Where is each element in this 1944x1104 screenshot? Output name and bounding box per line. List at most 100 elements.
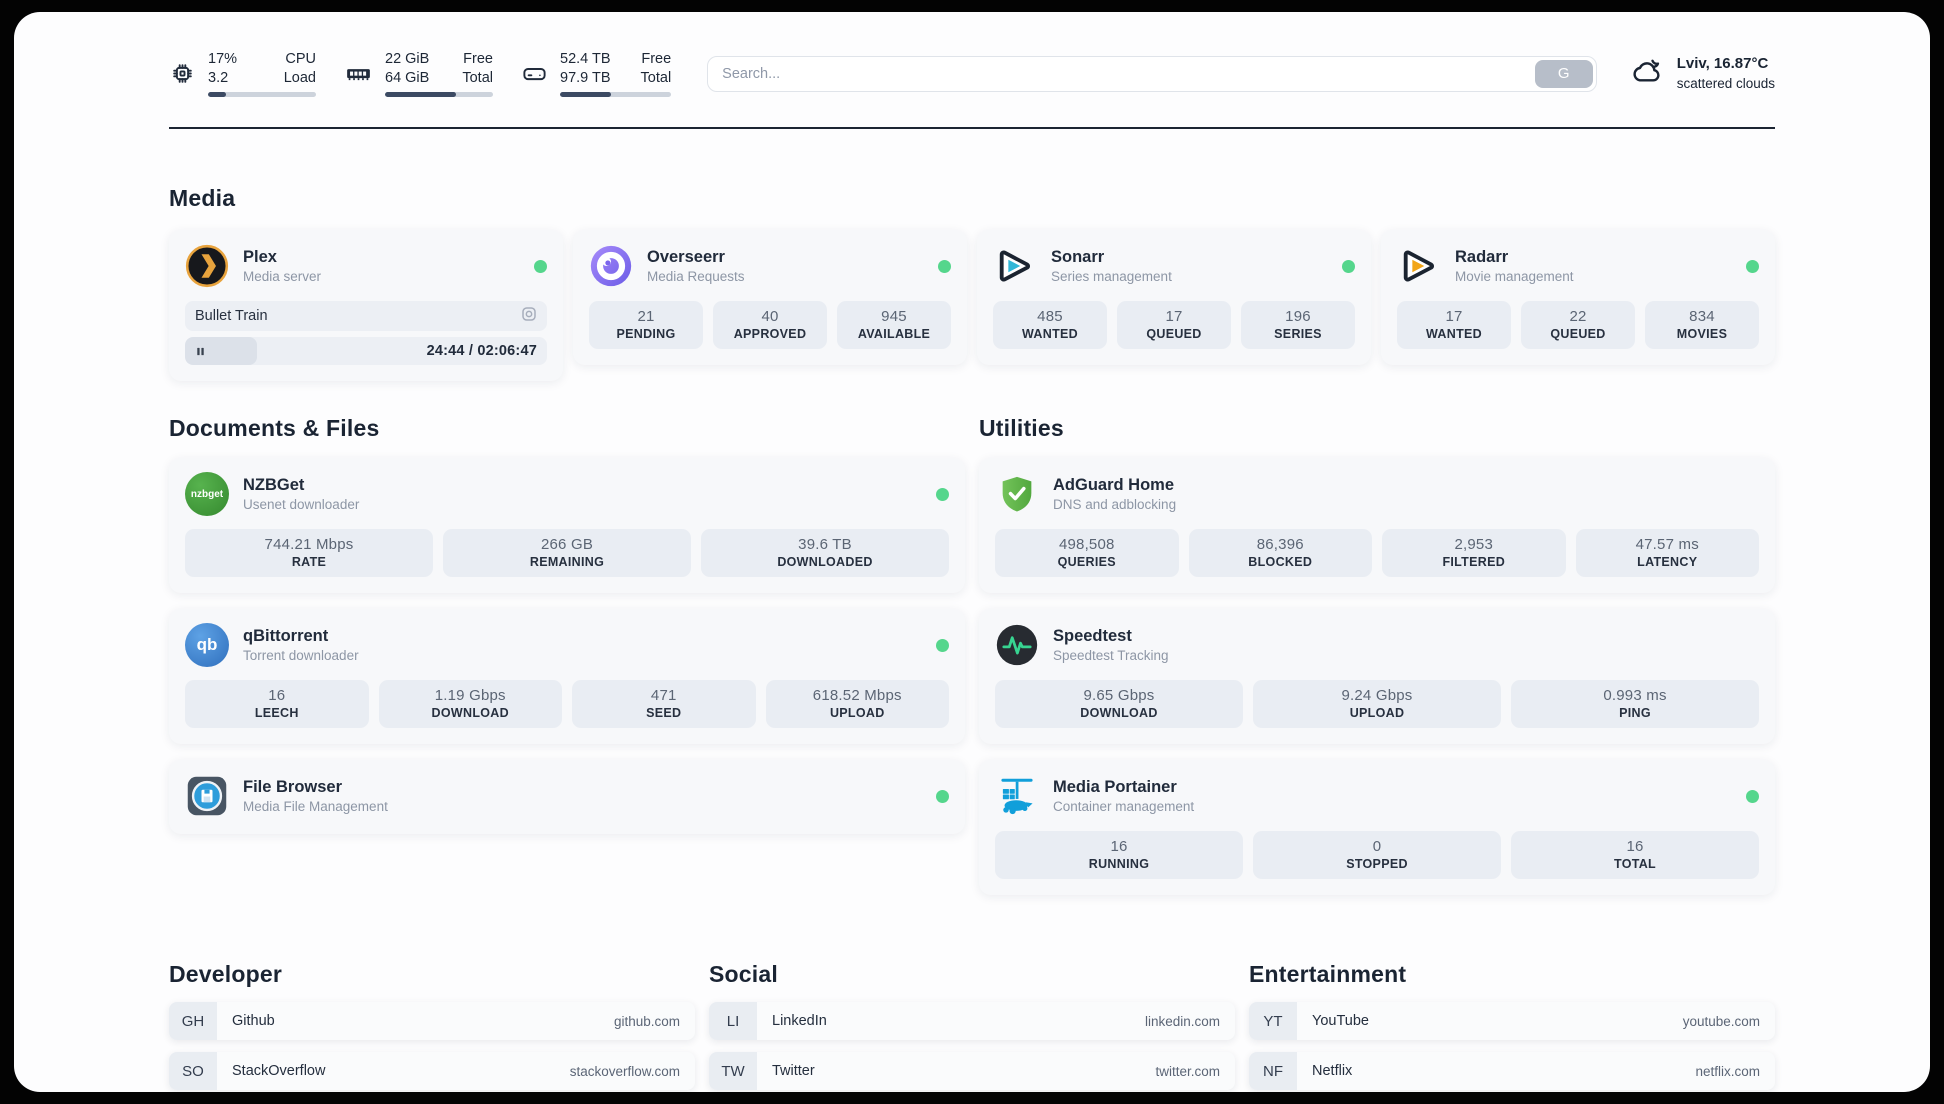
- disk-icon: [521, 60, 548, 87]
- stat-remaining: 266 GB REMAINING: [443, 529, 691, 578]
- stat-total: 16 TOTAL: [1511, 831, 1759, 880]
- stat-approved: 40 APPROVED: [713, 301, 827, 350]
- app-subtitle: DNS and adblocking: [1053, 497, 1177, 513]
- app-card-speedtest[interactable]: Speedtest Speedtest Tracking 9.65 Gbps DO…: [979, 609, 1775, 745]
- stat-series: 196 SERIES: [1241, 301, 1355, 350]
- utilities-column: Utilities AdGuard Home DNS and adblockin…: [979, 381, 1775, 911]
- stat-movies: 834 MOVIES: [1645, 301, 1759, 350]
- stat-blocked: 86,396 BLOCKED: [1188, 529, 1372, 578]
- bookmark-twitter[interactable]: TW Twitter twitter.com: [709, 1052, 1235, 1091]
- app-name: Overseerr: [647, 248, 725, 267]
- stat-pending: 21 PENDING: [589, 301, 703, 350]
- stat-seed: 471 SEED: [572, 680, 756, 729]
- dashboard-page: 17% 3.2 CPU Load: [14, 12, 1930, 1092]
- nzbget-icon: nzbget: [185, 472, 229, 517]
- app-card-sonarr[interactable]: Sonarr Series management 485 WANTED 17 QUE…: [977, 230, 1371, 366]
- radarr-icon: [1397, 244, 1441, 288]
- app-name: Media Portainer: [1053, 778, 1177, 797]
- stat-queued: 22 QUEUED: [1521, 301, 1635, 350]
- app-name: Sonarr: [1051, 248, 1105, 267]
- search-input[interactable]: [707, 55, 1597, 92]
- qbittorrent-icon: qb: [185, 623, 229, 668]
- ram-icon: [344, 59, 373, 88]
- weather-location: Lviv, 16.87°C: [1676, 55, 1769, 73]
- app-name: File Browser: [243, 778, 343, 797]
- bookmark-url: stackoverflow.com: [569, 1063, 680, 1079]
- stat-rate: 744.21 Mbps RATE: [185, 529, 433, 578]
- bookmark-stackoverflow[interactable]: SO StackOverflow stackoverflow.com: [169, 1052, 695, 1091]
- sonarr-icon: [993, 244, 1037, 288]
- app-card-nzbget[interactable]: nzbget NZBGet Usenet downloader 744.21 M…: [169, 458, 965, 594]
- adguard-icon: [995, 472, 1039, 516]
- cpu-percent: 17%: [208, 51, 238, 67]
- bookmark-abbr: LI: [709, 1002, 757, 1041]
- bookmark-abbr: NF: [1249, 1052, 1297, 1091]
- section-title-utilities: Utilities: [979, 415, 1064, 442]
- status-dot: [534, 259, 547, 273]
- bookmark-group-entertainment: Entertainment YT YouTube youtube.com NF …: [1249, 911, 1775, 1092]
- status-dot: [1746, 789, 1759, 803]
- stat-available: 945 AVAILABLE: [837, 301, 951, 350]
- cpu-icon: [169, 60, 196, 87]
- status-dot: [1746, 259, 1759, 273]
- cpu-load-label: Load: [283, 69, 316, 86]
- cpu-load-value: 3.2: [208, 69, 229, 86]
- stat-leech: 16 LEECH: [185, 680, 369, 729]
- app-name: AdGuard Home: [1053, 476, 1175, 495]
- bookmark-group-social: Social LI LinkedIn linkedin.com TW Twitt…: [709, 911, 1235, 1092]
- status-dot: [1342, 259, 1355, 273]
- app-card-adguard[interactable]: AdGuard Home DNS and adblocking 498,508 Q…: [979, 458, 1775, 594]
- pause-icon[interactable]: [195, 345, 206, 358]
- app-card-filebrowser[interactable]: File Browser Media File Management: [169, 760, 965, 835]
- ram-progress-bar: [385, 92, 493, 98]
- app-name: Radarr: [1455, 248, 1509, 267]
- header-divider: [169, 127, 1775, 130]
- now-playing-progress: 24:44 / 02:06:47: [185, 337, 547, 366]
- section-title-documents: Documents & Files: [169, 415, 380, 442]
- stat-wanted: 17 WANTED: [1397, 301, 1511, 350]
- search-bar: G: [707, 55, 1597, 92]
- ram-total-value: 64 GiB: [385, 69, 430, 86]
- system-stats: 17% 3.2 CPU Load: [169, 50, 672, 98]
- stat-downloaded: 39.6 TB DOWNLOADED: [701, 529, 949, 578]
- disk-free-value: 52.4 TB: [560, 51, 611, 67]
- bookmark-netflix[interactable]: NF Netflix netflix.com: [1249, 1052, 1775, 1091]
- bookmark-name: Netflix: [1312, 1063, 1353, 1080]
- app-card-portainer[interactable]: Media Portainer Container management 16 R…: [979, 760, 1775, 896]
- middle-columns: Documents & Files nzbget NZBGet Usenet d…: [169, 381, 1775, 911]
- stat-wanted: 485 WANTED: [993, 301, 1107, 350]
- stat-queries: 498,508 QUERIES: [995, 529, 1179, 578]
- search-engine-button[interactable]: G: [1534, 59, 1593, 88]
- disk-progress-bar: [560, 92, 672, 98]
- cloud-moon-icon: [1629, 53, 1665, 94]
- app-card-overseerr[interactable]: Overseerr Media Requests 21 PENDING 40 APP…: [573, 230, 967, 366]
- app-subtitle: Media server: [243, 269, 322, 285]
- filebrowser-icon: [185, 774, 229, 818]
- status-dot: [938, 259, 951, 273]
- bookmark-url: twitter.com: [1155, 1063, 1220, 1079]
- documents-column: Documents & Files nzbget NZBGet Usenet d…: [169, 381, 965, 850]
- app-name: qBittorrent: [243, 627, 329, 646]
- stat-upload: 618.52 Mbps UPLOAD: [765, 680, 949, 729]
- now-playing-title: Bullet Train: [195, 308, 268, 325]
- bookmark-name: YouTube: [1312, 1013, 1369, 1030]
- bookmark-url: github.com: [613, 1013, 680, 1029]
- bookmark-linkedin[interactable]: LI LinkedIn linkedin.com: [709, 1002, 1235, 1041]
- app-card-qbittorrent[interactable]: qb qBittorrent Torrent downloader 16 LEEC…: [169, 609, 965, 745]
- ram-free-value: 22 GiB: [385, 51, 430, 67]
- status-dot: [936, 638, 949, 652]
- bookmark-url: linkedin.com: [1144, 1013, 1220, 1029]
- stat-filtered: 2,953 FILTERED: [1382, 529, 1566, 578]
- ram-free-label: Free: [463, 51, 493, 67]
- bookmark-group-developer: Developer GH Github github.com SO StackO…: [169, 911, 695, 1092]
- section-title-developer: Developer: [169, 961, 283, 988]
- bookmark-abbr: SO: [169, 1052, 217, 1091]
- ram-total-label: Total: [462, 69, 493, 86]
- bookmark-youtube[interactable]: YT YouTube youtube.com: [1249, 1002, 1775, 1041]
- status-dot: [936, 487, 949, 501]
- bookmark-github[interactable]: GH Github github.com: [169, 1002, 695, 1041]
- ram-stat: 22 GiB 64 GiB Free Total: [344, 50, 493, 98]
- app-card-radarr[interactable]: Radarr Movie management 17 WANTED 22 QUEUE…: [1381, 230, 1775, 366]
- app-card-plex[interactable]: Plex Media server Bullet Train 24:44: [169, 230, 563, 382]
- app-subtitle: Usenet downloader: [243, 497, 360, 513]
